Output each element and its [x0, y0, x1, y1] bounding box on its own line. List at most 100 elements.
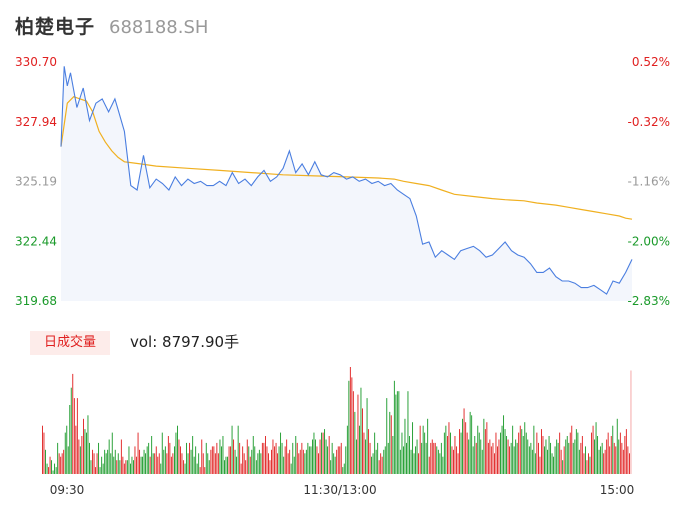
volume-bar: [60, 456, 62, 474]
volume-bar: [195, 446, 197, 474]
volume-bar: [607, 432, 609, 474]
volume-bar: [254, 446, 256, 474]
volume-bar: [210, 449, 212, 474]
volume-bar: [568, 442, 570, 474]
volume-bar: [302, 449, 304, 474]
left-axis-tick: 322.44: [15, 234, 57, 248]
volume-bar: [316, 446, 318, 474]
volume-bar: [205, 442, 207, 474]
volume-bar: [146, 446, 148, 474]
volume-bar: [501, 425, 503, 474]
volume-bar: [204, 467, 206, 474]
volume-bar: [126, 460, 128, 474]
volume-bar: [477, 425, 479, 474]
volume-bar: [211, 446, 213, 474]
volume-bar: [489, 439, 491, 474]
volume-bar: [99, 467, 101, 474]
volume-bar: [166, 453, 168, 474]
volume-bar: [383, 449, 385, 474]
volume-bar: [363, 432, 365, 474]
volume-bar: [469, 411, 471, 474]
volume-bar: [545, 439, 547, 474]
volume-bar: [58, 453, 60, 474]
volume-bar: [78, 439, 80, 474]
volume-bar: [483, 418, 485, 474]
volume-bar: [87, 415, 89, 474]
volume-bar: [372, 453, 374, 474]
volume-bar: [207, 453, 209, 474]
volume-bar: [395, 394, 397, 474]
volume-bar: [487, 442, 489, 474]
volume-bar: [478, 432, 480, 474]
left-axis-tick: 319.68: [15, 294, 57, 308]
volume-bar: [160, 463, 162, 474]
volume-bar: [436, 446, 438, 474]
volume-bar: [522, 436, 524, 474]
left-axis-tick: 330.70: [15, 55, 57, 69]
volume-bar: [621, 442, 623, 474]
volume-bar: [465, 422, 467, 474]
volume-bar: [472, 446, 474, 474]
volume-bar: [565, 439, 567, 474]
volume-bar: [588, 453, 589, 474]
volume-bar: [609, 446, 611, 474]
volume-bar: [601, 442, 603, 474]
volume-bar: [548, 436, 550, 474]
volume-bar: [286, 439, 288, 474]
volume-bar: [240, 463, 242, 474]
volume-bar: [512, 425, 514, 474]
volume-bar: [412, 422, 414, 474]
volume-bar: [389, 411, 391, 474]
volume-bar: [492, 442, 494, 474]
volume-bar: [133, 460, 134, 474]
volume-bar: [307, 442, 309, 474]
volume-bar: [428, 456, 430, 474]
volume-bar: [102, 463, 104, 474]
volume-bar: [513, 446, 515, 474]
volume-bar: [214, 453, 216, 474]
volume-bar: [221, 446, 222, 474]
volume-bar: [598, 449, 600, 474]
volume-bar: [64, 432, 66, 474]
volume-bar: [186, 442, 188, 474]
volume-bar: [208, 460, 210, 474]
volume-bar: [451, 446, 453, 474]
volume-bar: [342, 467, 344, 474]
volume-bar: [237, 425, 239, 474]
time-axis-tick: 15:00: [600, 483, 635, 497]
volume-bar: [310, 446, 312, 474]
volume-bar: [287, 453, 289, 474]
volume-bar: [443, 432, 445, 474]
volume-bar: [386, 398, 388, 474]
volume-bar: [196, 463, 198, 474]
volume-bar: [504, 429, 506, 474]
volume-bar: [550, 442, 552, 474]
volume-bar: [120, 439, 122, 474]
left-axis-ticks: 330.70 327.94 325.19 322.44 319.68: [15, 55, 57, 308]
volume-bar: [178, 439, 180, 474]
volume-bar: [530, 442, 532, 474]
volume-bar: [213, 446, 215, 474]
volume-bar: [177, 425, 178, 474]
volume-bar: [463, 408, 465, 474]
volume-bar: [278, 446, 280, 474]
volume-bar: [453, 449, 454, 474]
volume-bar: [595, 422, 597, 474]
volume-bar: [158, 453, 160, 474]
volume-bar: [586, 460, 588, 474]
volume-bar: [255, 460, 257, 474]
volume-bar: [225, 456, 227, 474]
volume-bar: [460, 432, 462, 474]
volume-bar: [145, 453, 147, 474]
volume-bar: [591, 432, 592, 474]
volume-bar: [125, 460, 127, 474]
volume-bar: [184, 463, 186, 474]
volume-bar: [399, 449, 401, 474]
volume-bar: [533, 425, 535, 474]
volume-bar: [216, 442, 218, 474]
volume-bar: [170, 456, 172, 474]
volume-bar: [51, 460, 53, 474]
volume-bar: [415, 446, 417, 474]
volume-bar: [578, 449, 580, 474]
volume-bar: [239, 442, 241, 474]
